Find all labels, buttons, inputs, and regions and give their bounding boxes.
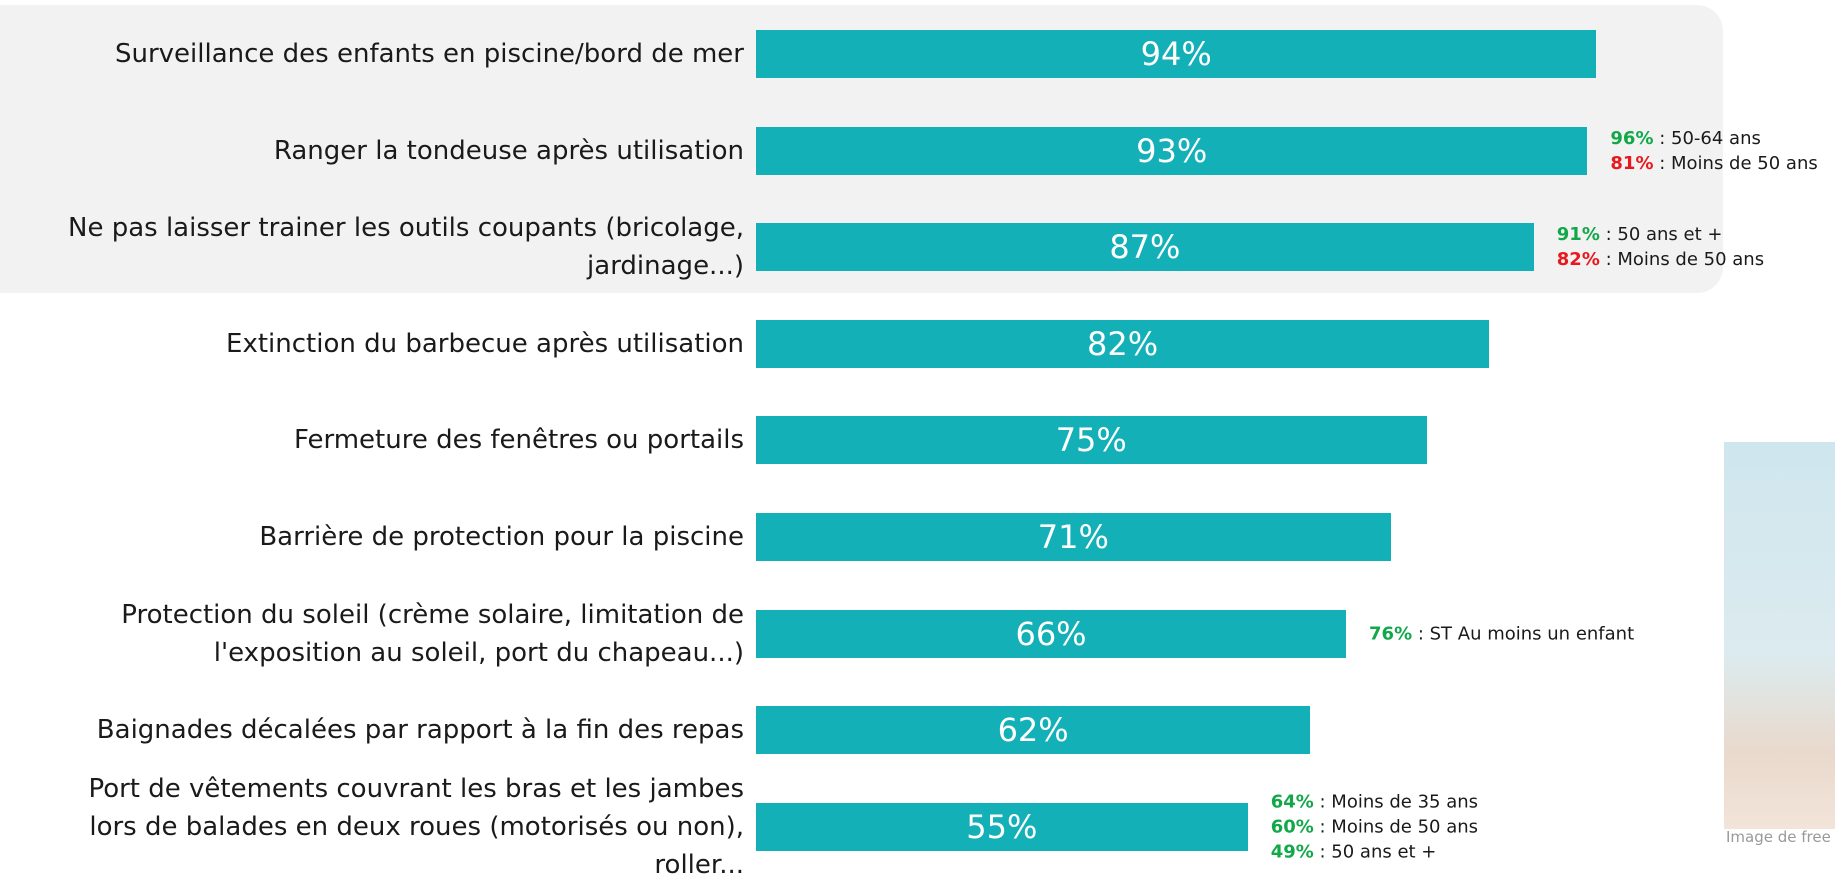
annotation-value: 81% <box>1610 152 1654 174</box>
annotation-value: 64% <box>1270 791 1314 813</box>
annotation-text: : Moins de 50 ans <box>1599 249 1765 271</box>
category-label: Barrière de protection pour la piscine <box>259 522 744 552</box>
value-label: 55% <box>966 807 1038 846</box>
annotation-line: 96% : 50-64 ans <box>1610 126 1817 151</box>
annotation-value: 60% <box>1270 816 1314 838</box>
annotation: 76% : ST Au moins un enfant <box>1369 621 1634 646</box>
category-label: Baignades décalées par rapport à la fin … <box>96 715 744 746</box>
value-label: 93% <box>1136 131 1208 170</box>
annotation: 91% : 50 ans et +82% : Moins de 50 ans <box>1557 222 1764 272</box>
photo <box>1724 442 1835 829</box>
annotation-value: 76% <box>1369 623 1413 645</box>
bar <box>756 223 1534 272</box>
annotation-line: 76% : ST Au moins un enfant <box>1369 621 1634 646</box>
value-label: 75% <box>1055 421 1127 460</box>
annotation-line: 64% : Moins de 35 ans <box>1271 789 1478 814</box>
image-caption: Image de free <box>1726 828 1831 846</box>
annotation-line: 60% : Moins de 50 ans <box>1271 814 1478 839</box>
annotation-text: : Moins de 35 ans <box>1313 791 1479 813</box>
value-label: 82% <box>1086 324 1159 363</box>
bar <box>756 126 1588 175</box>
annotation-line: 91% : 50 ans et + <box>1557 222 1764 247</box>
bar <box>756 609 1347 658</box>
bar <box>756 319 1490 368</box>
value-label: 62% <box>997 711 1069 750</box>
annotation-text: : 50-64 ans <box>1653 127 1761 149</box>
annotation-value: 49% <box>1270 841 1314 863</box>
annotation-text: : Moins de 50 ans <box>1653 152 1818 174</box>
bar <box>756 30 1597 78</box>
category-label: Port de vêtements couvrant les bras et l… <box>88 773 744 880</box>
annotation-text: : 50 ans et + <box>1599 224 1723 246</box>
annotation-line: 81% : Moins de 50 ans <box>1610 151 1817 176</box>
category-label: Fermeture des fenêtres ou portails <box>293 425 744 456</box>
value-label: 71% <box>1037 518 1109 556</box>
value-label: 66% <box>1015 614 1087 653</box>
annotation-value: 82% <box>1556 249 1600 271</box>
bar <box>756 513 1391 561</box>
bar <box>756 802 1248 851</box>
bar <box>756 416 1427 465</box>
annotation-line: 49% : 50 ans et + <box>1271 839 1478 864</box>
category-label: Surveillance des enfants en piscine/bord… <box>114 39 744 69</box>
annotation-text: : ST Au moins un enfant <box>1412 623 1635 645</box>
annotation-text: : Moins de 50 ans <box>1313 816 1479 838</box>
category-label: Ranger la tondeuse après utilisation <box>273 135 744 166</box>
category-label: Ne pas laisser trainer les outils coupan… <box>68 213 744 282</box>
category-label: Extinction du barbecue après utilisation <box>226 328 744 359</box>
annotation-value: 91% <box>1556 224 1600 246</box>
value-label: 87% <box>1109 228 1181 267</box>
annotation-value: 96% <box>1610 127 1654 149</box>
bar <box>756 706 1311 755</box>
annotation: 64% : Moins de 35 ans 60% : Moins de 50 a… <box>1271 789 1478 864</box>
value-label: 94% <box>1140 35 1212 73</box>
annotation: 96% : 50-64 ans 81% : Moins de 50 ans <box>1610 126 1817 176</box>
annotation-text: : 50 ans et + <box>1313 841 1437 863</box>
annotation-line: 82% : Moins de 50 ans <box>1557 247 1764 272</box>
category-label: Protection du soleil (crème solaire, lim… <box>121 599 744 668</box>
